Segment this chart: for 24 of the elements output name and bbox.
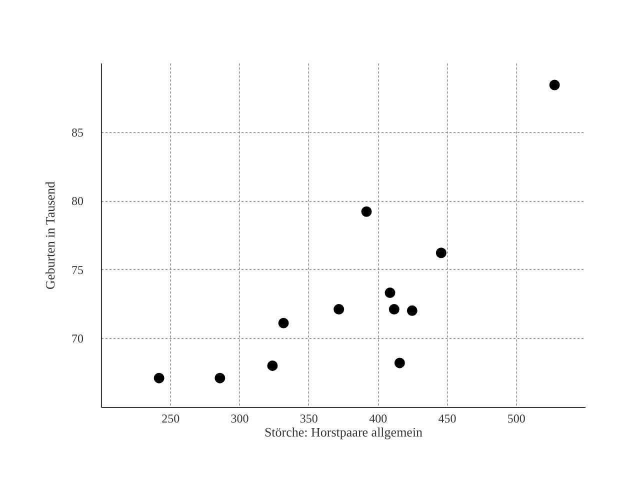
y-tick-label: 80 — [72, 194, 84, 208]
point — [384, 288, 396, 298]
point — [334, 304, 344, 315]
point — [549, 80, 560, 90]
point — [388, 304, 400, 315]
point — [436, 248, 446, 258]
x-axis-title: Störche: Horstpaare allgemein — [264, 424, 424, 440]
y-tick-label: 75 — [72, 262, 84, 277]
x-tick-label: 250 — [162, 412, 180, 426]
point — [361, 206, 372, 217]
point — [214, 372, 226, 384]
point — [406, 305, 418, 316]
y-tick-label: 85 — [72, 125, 84, 140]
x-tick-label: 400 — [369, 412, 388, 426]
y-axis-title: Geburten in Tausend — [42, 181, 58, 290]
x-tick-label: 500 — [507, 412, 526, 426]
x-tick-label: 350 — [300, 412, 318, 426]
x-tick-label: 300 — [230, 412, 249, 426]
point — [394, 358, 405, 368]
point — [278, 318, 289, 328]
point — [267, 360, 278, 371]
y-tick-label: 70 — [72, 332, 84, 346]
x-tick-label: 450 — [438, 412, 456, 426]
point — [154, 372, 164, 384]
